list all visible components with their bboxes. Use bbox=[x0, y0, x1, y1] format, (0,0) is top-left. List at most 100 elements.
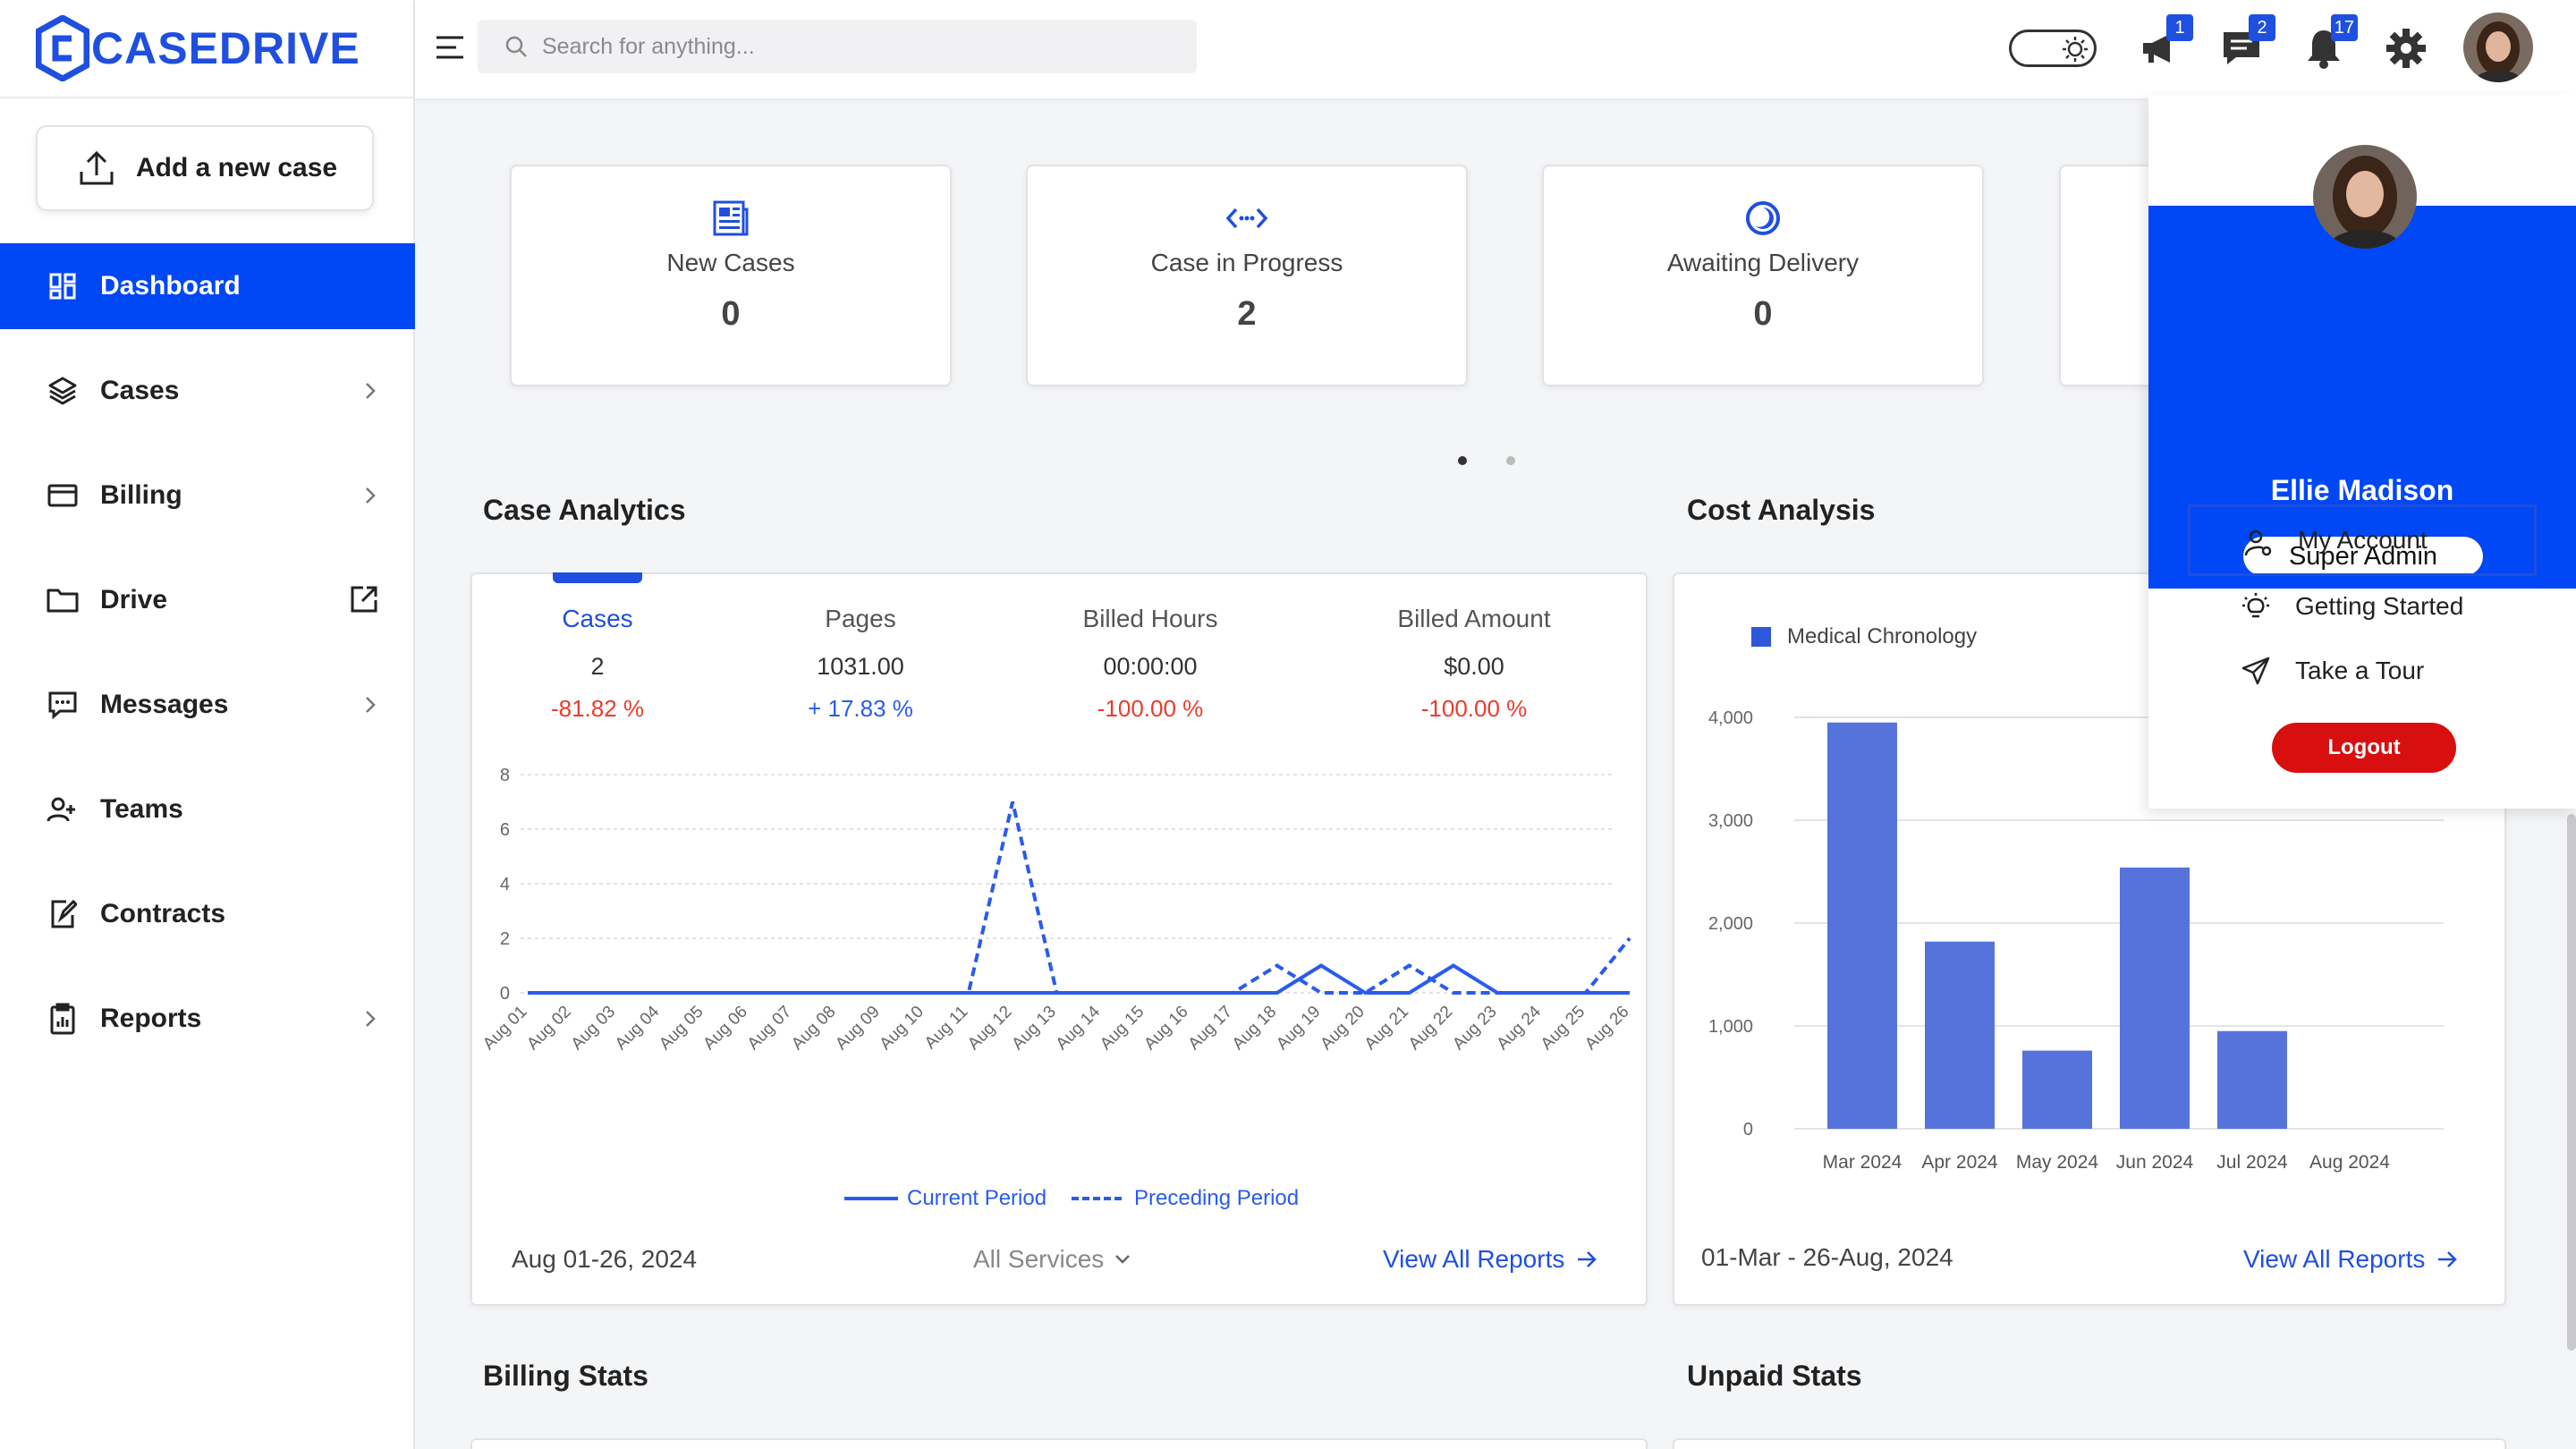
x-tick-label: Apr 2024 bbox=[1921, 1152, 1998, 1173]
cost-date-range: 01-Mar - 26-Aug, 2024 bbox=[1701, 1243, 1953, 1271]
cost-view-all-reports-link[interactable]: View All Reports bbox=[2243, 1245, 2459, 1274]
tab-label: Billed Hours bbox=[1082, 605, 1218, 632]
notifications-button[interactable]: 17 bbox=[2302, 14, 2358, 70]
x-tick-label: Aug 13 bbox=[1008, 1003, 1059, 1054]
avatar-photo bbox=[2463, 13, 2533, 82]
x-tick-label: Aug 03 bbox=[568, 1003, 619, 1054]
x-tick-label: Aug 19 bbox=[1273, 1003, 1324, 1054]
take-a-tour-menu-item[interactable]: Take a Tour bbox=[2188, 635, 2537, 707]
x-tick-label: Aug 16 bbox=[1140, 1003, 1191, 1054]
x-tick-label: Aug 14 bbox=[1053, 1002, 1105, 1054]
tab-billed-hours[interactable]: Billed Hours 00:00:00 -100.00 % bbox=[1025, 574, 1275, 723]
solid-line-swatch bbox=[844, 1197, 898, 1200]
cost-bar-chart: 0 1,000 2,000 3,000 4,000 Mar 2024 Apr 2024 May… bbox=[1708, 708, 2444, 1173]
stat-card-awaiting-delivery[interactable]: Awaiting Delivery 0 bbox=[1542, 165, 1984, 386]
search-bar[interactable] bbox=[478, 20, 1197, 73]
tab-cases[interactable]: Cases 2 -81.82 % bbox=[472, 574, 723, 723]
profile-role-badge: Super Admin bbox=[2243, 537, 2483, 576]
hamburger-menu-icon[interactable] bbox=[435, 34, 465, 61]
cost-analysis-title: Cost Analysis bbox=[1687, 494, 1876, 526]
settings-button[interactable] bbox=[2385, 27, 2428, 70]
y-tick-label: 3,000 bbox=[1708, 811, 1753, 831]
x-tick-label: Mar 2024 bbox=[1823, 1152, 1902, 1173]
getting-started-menu-item[interactable]: Getting Started bbox=[2188, 571, 2537, 642]
chevron-right-icon bbox=[366, 383, 376, 399]
tab-billed-amount[interactable]: Billed Amount $0.00 -100.00 % bbox=[1349, 574, 1599, 723]
view-all-label: View All Reports bbox=[1383, 1245, 1565, 1273]
sidebar-item-label: Reports bbox=[100, 1004, 202, 1033]
x-tick-label: Jun 2024 bbox=[2116, 1152, 2194, 1173]
case-analytics-title: Case Analytics bbox=[483, 494, 686, 526]
tab-pages[interactable]: Pages 1031.00 + 17.83 % bbox=[735, 574, 986, 723]
sidebar-item-label: Messages bbox=[100, 690, 229, 719]
stat-card-case-in-progress[interactable]: Case in Progress 2 bbox=[1026, 165, 1468, 386]
x-tick-label: Aug 24 bbox=[1494, 1002, 1546, 1054]
folder-icon bbox=[47, 584, 79, 616]
my-account-menu-item[interactable]: My Account bbox=[2188, 504, 2537, 576]
casedrive-logo-icon bbox=[36, 15, 89, 81]
x-tick-label: Aug 15 bbox=[1097, 1003, 1148, 1054]
chevron-down-icon bbox=[1115, 1255, 1131, 1264]
chevron-right-icon bbox=[366, 487, 376, 504]
x-tick-label: May 2024 bbox=[2016, 1152, 2099, 1173]
x-tick-label: Aug 23 bbox=[1449, 1003, 1500, 1054]
sidebar-item-messages[interactable]: Messages bbox=[0, 662, 415, 748]
legend-preceding-label: Preceding Period bbox=[1134, 1186, 1300, 1210]
news-icon bbox=[713, 200, 749, 236]
case-view-all-reports-link[interactable]: View All Reports bbox=[1383, 1245, 1598, 1274]
carousel-dot-2[interactable] bbox=[1506, 456, 1515, 465]
messages-button[interactable]: 2 bbox=[2220, 14, 2275, 70]
messages-badge: 2 bbox=[2249, 14, 2275, 41]
layers-icon bbox=[47, 375, 79, 407]
tab-value: $0.00 bbox=[1444, 653, 1504, 680]
tab-change: + 17.83 % bbox=[808, 695, 913, 722]
carousel-dot-1[interactable] bbox=[1458, 456, 1467, 465]
tab-value: 2 bbox=[590, 653, 605, 680]
sidebar-item-drive[interactable]: Drive bbox=[0, 557, 415, 643]
unpaid-stats-panel bbox=[1673, 1438, 2506, 1449]
y-tick-label: 4 bbox=[500, 875, 510, 894]
view-all-label: View All Reports bbox=[2243, 1245, 2426, 1273]
dashboard-icon bbox=[47, 270, 79, 302]
sidebar-item-billing[interactable]: Billing bbox=[0, 453, 415, 538]
profile-name: Ellie Madison bbox=[2270, 474, 2454, 506]
sidebar-item-label: Drive bbox=[100, 585, 168, 614]
message-icon bbox=[47, 689, 79, 721]
avatar-photo bbox=[2313, 145, 2417, 249]
x-tick-label: Aug 26 bbox=[1581, 1003, 1632, 1054]
chevron-right-icon bbox=[366, 697, 376, 713]
billing-stats-panel bbox=[470, 1438, 1648, 1449]
add-case-button[interactable]: Add a new case bbox=[36, 125, 374, 211]
add-case-label: Add a new case bbox=[136, 153, 338, 182]
gear-icon bbox=[2386, 29, 2426, 68]
credit-card-icon bbox=[47, 479, 79, 512]
x-tick-label: Aug 04 bbox=[612, 1002, 664, 1054]
sidebar-item-dashboard[interactable]: Dashboard bbox=[0, 243, 415, 329]
announcements-button[interactable]: 1 bbox=[2138, 14, 2193, 70]
sidebar-item-teams[interactable]: Teams bbox=[0, 767, 415, 852]
page-scrollbar[interactable] bbox=[2567, 814, 2576, 1351]
tab-label: Cases bbox=[562, 605, 633, 632]
external-link-icon[interactable] bbox=[349, 584, 379, 614]
user-avatar[interactable] bbox=[2463, 13, 2533, 82]
sidebar-item-contracts[interactable]: Contracts bbox=[0, 871, 415, 957]
x-tick-label: Aug 18 bbox=[1229, 1003, 1280, 1054]
tab-change: -100.00 % bbox=[1097, 695, 1204, 722]
logout-button[interactable]: Logout bbox=[2272, 723, 2456, 773]
tab-change: -81.82 % bbox=[550, 695, 645, 722]
sidebar-item-reports[interactable]: Reports bbox=[0, 976, 415, 1062]
x-tick-label: Aug 08 bbox=[788, 1003, 839, 1054]
y-tick-label: 2,000 bbox=[1708, 914, 1753, 934]
contract-icon bbox=[47, 898, 79, 930]
theme-toggle[interactable] bbox=[2009, 30, 2097, 67]
half-moon-icon bbox=[1746, 201, 1780, 235]
sidebar-item-label: Billing bbox=[100, 480, 182, 510]
sidebar-item-cases[interactable]: Cases bbox=[0, 348, 415, 434]
preceding-period-line bbox=[528, 801, 1631, 995]
search-input[interactable] bbox=[542, 33, 1168, 60]
brand-logo[interactable]: CASEDRIVE bbox=[0, 0, 413, 98]
profile-avatar bbox=[2313, 145, 2417, 249]
services-dropdown[interactable]: All Services bbox=[973, 1245, 1132, 1274]
stat-card-new-cases[interactable]: New Cases 0 bbox=[510, 165, 952, 386]
